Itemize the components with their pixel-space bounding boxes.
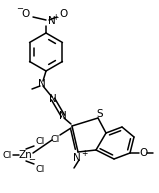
Text: S: S <box>97 109 103 119</box>
Text: O: O <box>22 9 30 19</box>
Text: Cl: Cl <box>35 164 45 174</box>
Text: N: N <box>73 153 81 163</box>
Text: −: − <box>28 156 35 164</box>
Text: N: N <box>38 79 46 89</box>
Text: N: N <box>59 111 67 121</box>
Text: −: − <box>17 4 24 14</box>
Text: Cl: Cl <box>35 136 45 146</box>
Text: +: + <box>52 13 58 21</box>
Text: O: O <box>139 148 147 158</box>
Text: +: + <box>81 150 87 158</box>
Text: N: N <box>48 16 56 26</box>
Text: O: O <box>60 9 68 19</box>
Text: N: N <box>49 94 57 104</box>
Text: Zn: Zn <box>18 150 32 160</box>
Text: Cl: Cl <box>50 135 60 145</box>
Text: Cl: Cl <box>2 151 12 159</box>
